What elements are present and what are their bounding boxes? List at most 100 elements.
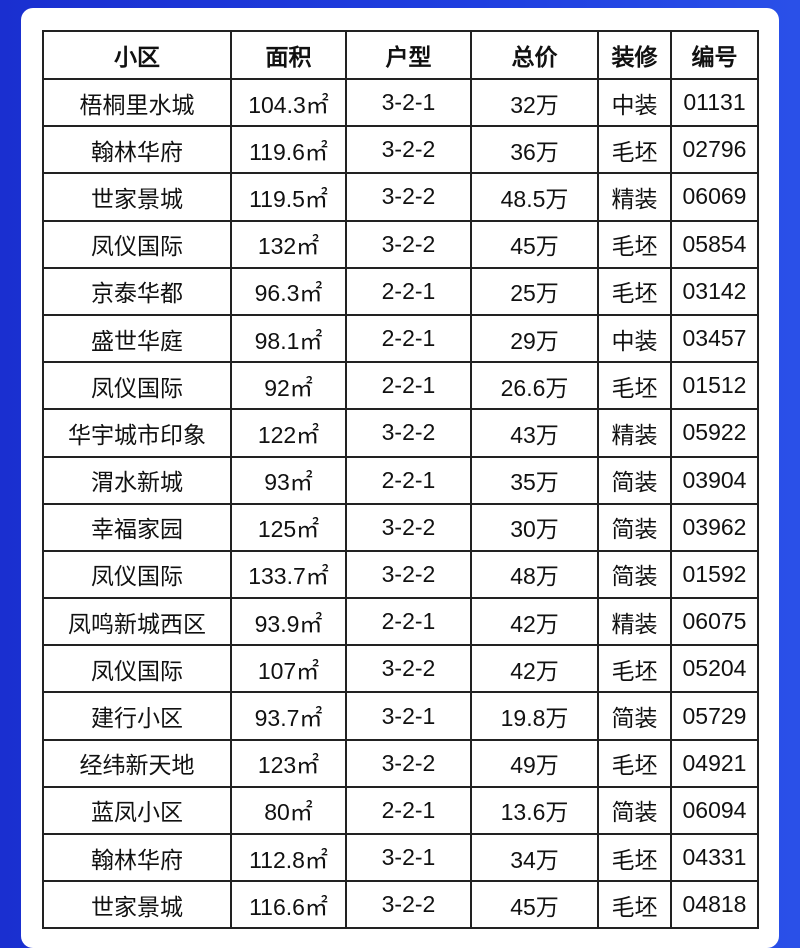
table-cell: 2-2-1 bbox=[345, 313, 472, 364]
table-cell: 45万 bbox=[470, 880, 599, 930]
table-cell: 45万 bbox=[470, 219, 599, 269]
table-cell: 48万 bbox=[470, 549, 599, 600]
table-cell: 3-2-2 bbox=[345, 502, 472, 552]
table-cell: 2-2-1 bbox=[345, 597, 472, 647]
table-row: 蓝凤小区 80㎡ 2-2-1 13.6万 简装 06094 bbox=[42, 785, 759, 836]
table-cell: 京泰华都 bbox=[42, 266, 232, 316]
table-cell: 34万 bbox=[470, 832, 599, 883]
table-cell: 49万 bbox=[470, 738, 599, 788]
table-cell: 132㎡ bbox=[230, 219, 347, 269]
table-cell: 119.6㎡ bbox=[230, 125, 347, 175]
table-row: 世家景城 116.6㎡ 3-2-2 45万 毛坯 04818 bbox=[42, 880, 759, 930]
table-cell: 03904 bbox=[670, 455, 759, 505]
table-row: 梧桐里水城 104.3㎡ 3-2-1 32万 中装 01131 bbox=[42, 77, 759, 128]
table-cell: 133.7㎡ bbox=[230, 549, 347, 600]
table-cell: 04331 bbox=[670, 832, 759, 883]
table-cell: 98.1㎡ bbox=[230, 313, 347, 364]
table-row: 翰林华府 112.8㎡ 3-2-1 34万 毛坯 04331 bbox=[42, 832, 759, 883]
table-cell: 凤鸣新城西区 bbox=[42, 597, 232, 647]
table-row: 建行小区 93.7㎡ 3-2-1 19.8万 简装 05729 bbox=[42, 691, 759, 741]
table-cell: 30万 bbox=[470, 502, 599, 552]
table-cell: 3-2-2 bbox=[345, 125, 472, 175]
table-cell: 毛坯 bbox=[597, 738, 672, 788]
table-cell: 2-2-1 bbox=[345, 361, 472, 411]
table-cell: 翰林华府 bbox=[42, 832, 232, 883]
table-cell: 3-2-2 bbox=[345, 408, 472, 458]
table-cell: 05204 bbox=[670, 644, 759, 694]
table-cell: 3-2-2 bbox=[345, 172, 472, 222]
table-cell: 3-2-2 bbox=[345, 644, 472, 694]
table-cell: 精装 bbox=[597, 597, 672, 647]
table-cell: 经纬新天地 bbox=[42, 738, 232, 788]
table-cell: 03142 bbox=[670, 266, 759, 316]
table-cell: 01592 bbox=[670, 549, 759, 600]
table-row: 京泰华都 96.3㎡ 2-2-1 25万 毛坯 03142 bbox=[42, 266, 759, 316]
table-cell: 122㎡ bbox=[230, 408, 347, 458]
table-cell: 毛坯 bbox=[597, 125, 672, 175]
table-cell: 蓝凤小区 bbox=[42, 785, 232, 836]
table-cell: 123㎡ bbox=[230, 738, 347, 788]
table-cell: 32万 bbox=[470, 77, 599, 128]
table-cell: 04818 bbox=[670, 880, 759, 930]
table-cell: 05922 bbox=[670, 408, 759, 458]
table-cell: 世家景城 bbox=[42, 172, 232, 222]
table-cell: 凤仪国际 bbox=[42, 219, 232, 269]
table-cell: 简装 bbox=[597, 455, 672, 505]
table-row: 渭水新城 93㎡ 2-2-1 35万 简装 03904 bbox=[42, 455, 759, 505]
table-cell: 盛世华庭 bbox=[42, 313, 232, 364]
table-cell: 梧桐里水城 bbox=[42, 77, 232, 128]
table-cell: 93.7㎡ bbox=[230, 691, 347, 741]
table-cell: 05729 bbox=[670, 691, 759, 741]
table-cell: 毛坯 bbox=[597, 266, 672, 316]
table-cell: 简装 bbox=[597, 785, 672, 836]
table-cell: 48.5万 bbox=[470, 172, 599, 222]
table-cell: 104.3㎡ bbox=[230, 77, 347, 128]
table-cell: 精装 bbox=[597, 408, 672, 458]
table-cell: 3-2-1 bbox=[345, 77, 472, 128]
table-cell: 简装 bbox=[597, 549, 672, 600]
table-cell: 04921 bbox=[670, 738, 759, 788]
table-cell: 92㎡ bbox=[230, 361, 347, 411]
table-row: 翰林华府 119.6㎡ 3-2-2 36万 毛坯 02796 bbox=[42, 125, 759, 175]
table-cell: 93.9㎡ bbox=[230, 597, 347, 647]
table-row: 凤仪国际 132㎡ 3-2-2 45万 毛坯 05854 bbox=[42, 219, 759, 269]
table-row: 凤仪国际 107㎡ 3-2-2 42万 毛坯 05204 bbox=[42, 644, 759, 694]
table-cell: 03457 bbox=[670, 313, 759, 364]
table-row: 华宇城市印象 122㎡ 3-2-2 43万 精装 05922 bbox=[42, 408, 759, 458]
table-cell: 简装 bbox=[597, 691, 672, 741]
table-cell: 建行小区 bbox=[42, 691, 232, 741]
table-cell: 01512 bbox=[670, 361, 759, 411]
table-cell: 43万 bbox=[470, 408, 599, 458]
table-cell: 06069 bbox=[670, 172, 759, 222]
table-cell: 03962 bbox=[670, 502, 759, 552]
column-header: 总价 bbox=[470, 30, 599, 80]
table-cell: 毛坯 bbox=[597, 880, 672, 930]
table-row: 世家景城 119.5㎡ 3-2-2 48.5万 精装 06069 bbox=[42, 172, 759, 222]
table-cell: 凤仪国际 bbox=[42, 549, 232, 600]
table-cell: 96.3㎡ bbox=[230, 266, 347, 316]
table-cell: 125㎡ bbox=[230, 502, 347, 552]
table-row: 幸福家园 125㎡ 3-2-2 30万 简装 03962 bbox=[42, 502, 759, 552]
table-cell: 毛坯 bbox=[597, 832, 672, 883]
table-cell: 3-2-1 bbox=[345, 832, 472, 883]
table-row: 经纬新天地 123㎡ 3-2-2 49万 毛坯 04921 bbox=[42, 738, 759, 788]
table-cell: 中装 bbox=[597, 313, 672, 364]
table-cell: 42万 bbox=[470, 644, 599, 694]
table-cell: 25万 bbox=[470, 266, 599, 316]
table-cell: 翰林华府 bbox=[42, 125, 232, 175]
table-row: 凤仪国际 92㎡ 2-2-1 26.6万 毛坯 01512 bbox=[42, 361, 759, 411]
table-cell: 渭水新城 bbox=[42, 455, 232, 505]
table-cell: 05854 bbox=[670, 219, 759, 269]
table-cell: 119.5㎡ bbox=[230, 172, 347, 222]
table-cell: 42万 bbox=[470, 597, 599, 647]
table-cell: 19.8万 bbox=[470, 691, 599, 741]
column-header: 户型 bbox=[345, 30, 472, 80]
table-cell: 02796 bbox=[670, 125, 759, 175]
table-cell: 3-2-1 bbox=[345, 691, 472, 741]
table-cell: 107㎡ bbox=[230, 644, 347, 694]
column-header: 装修 bbox=[597, 30, 672, 80]
table-cell: 2-2-1 bbox=[345, 455, 472, 505]
table-cell: 3-2-2 bbox=[345, 219, 472, 269]
table-cell: 29万 bbox=[470, 313, 599, 364]
table-cell: 06075 bbox=[670, 597, 759, 647]
